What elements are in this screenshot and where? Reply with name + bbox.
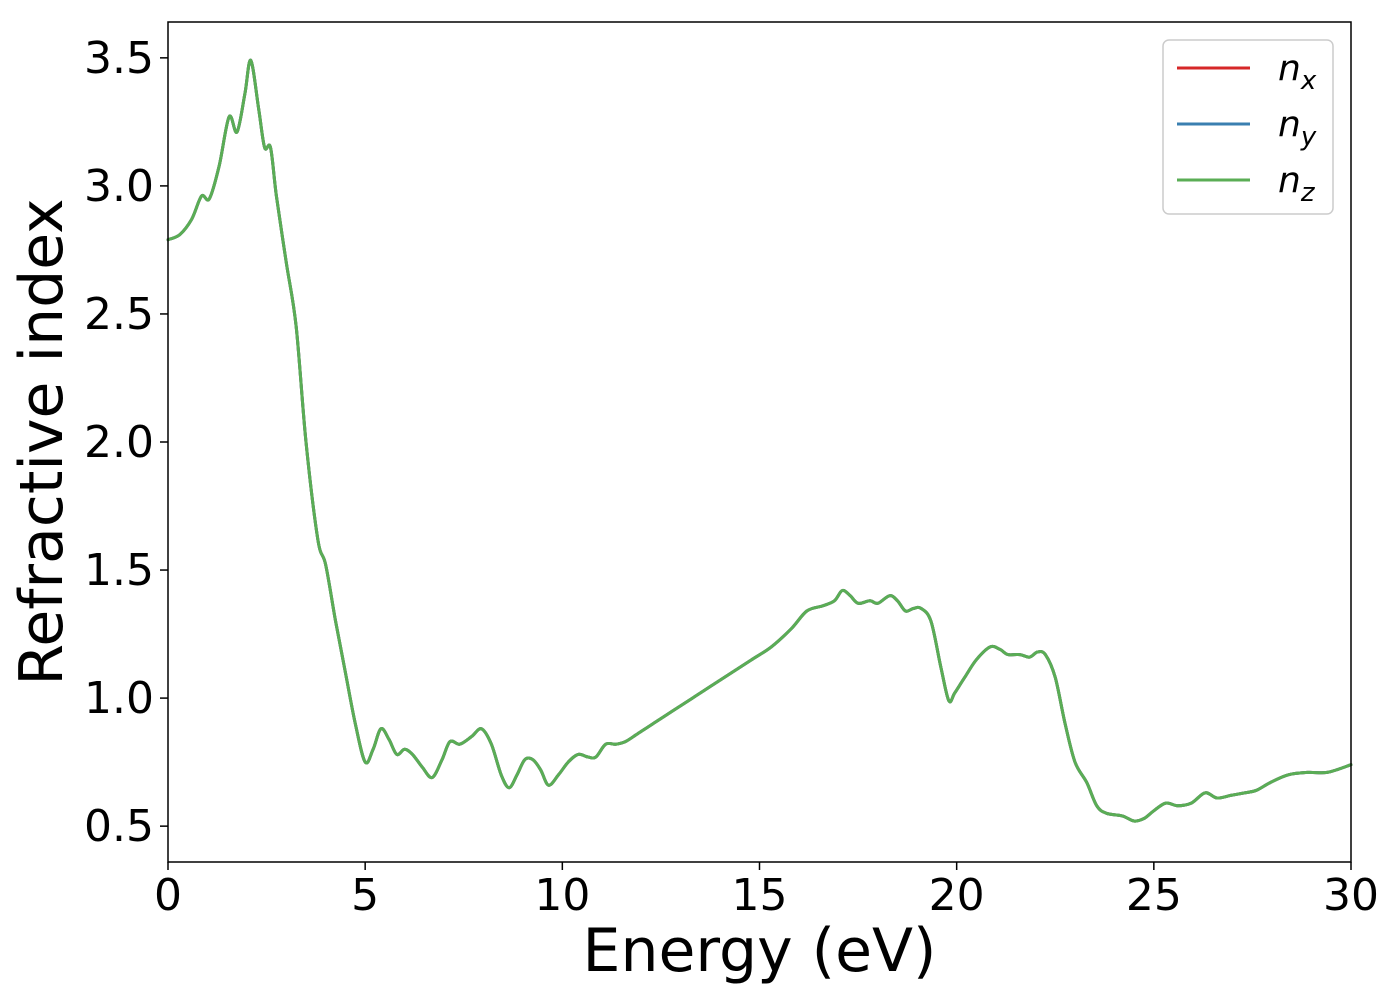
x-tick-label: 5 xyxy=(351,870,379,921)
x-axis-ticks: 0 5 10 15 20 25 30 xyxy=(154,862,1379,921)
x-tick-label: 25 xyxy=(1126,870,1182,921)
x-tick-label: 20 xyxy=(929,870,985,921)
legend-box xyxy=(1162,39,1334,215)
series-line-n-z xyxy=(166,58,1353,823)
x-tick-label: 15 xyxy=(732,870,788,921)
x-tick-label: 30 xyxy=(1323,870,1379,921)
y-tick-label: 1.5 xyxy=(84,545,154,596)
y-axis-label: Refractive index xyxy=(7,198,77,685)
y-axis-ticks: 0.5 1.0 1.5 2.0 2.5 3.0 3.5 xyxy=(84,33,168,852)
y-tick-label: 1.0 xyxy=(84,673,154,724)
y-tick-label: 3.0 xyxy=(84,161,154,212)
x-tick-label: 0 xyxy=(154,870,182,921)
y-tick-label: 2.5 xyxy=(84,289,154,340)
y-tick-label: 3.5 xyxy=(84,33,154,84)
x-axis-label: Energy (eV) xyxy=(583,916,937,986)
x-tick-label: 10 xyxy=(534,870,590,921)
y-tick-label: 2.0 xyxy=(84,417,154,468)
series-layer xyxy=(166,58,1353,823)
y-tick-label: 0.5 xyxy=(84,801,154,852)
